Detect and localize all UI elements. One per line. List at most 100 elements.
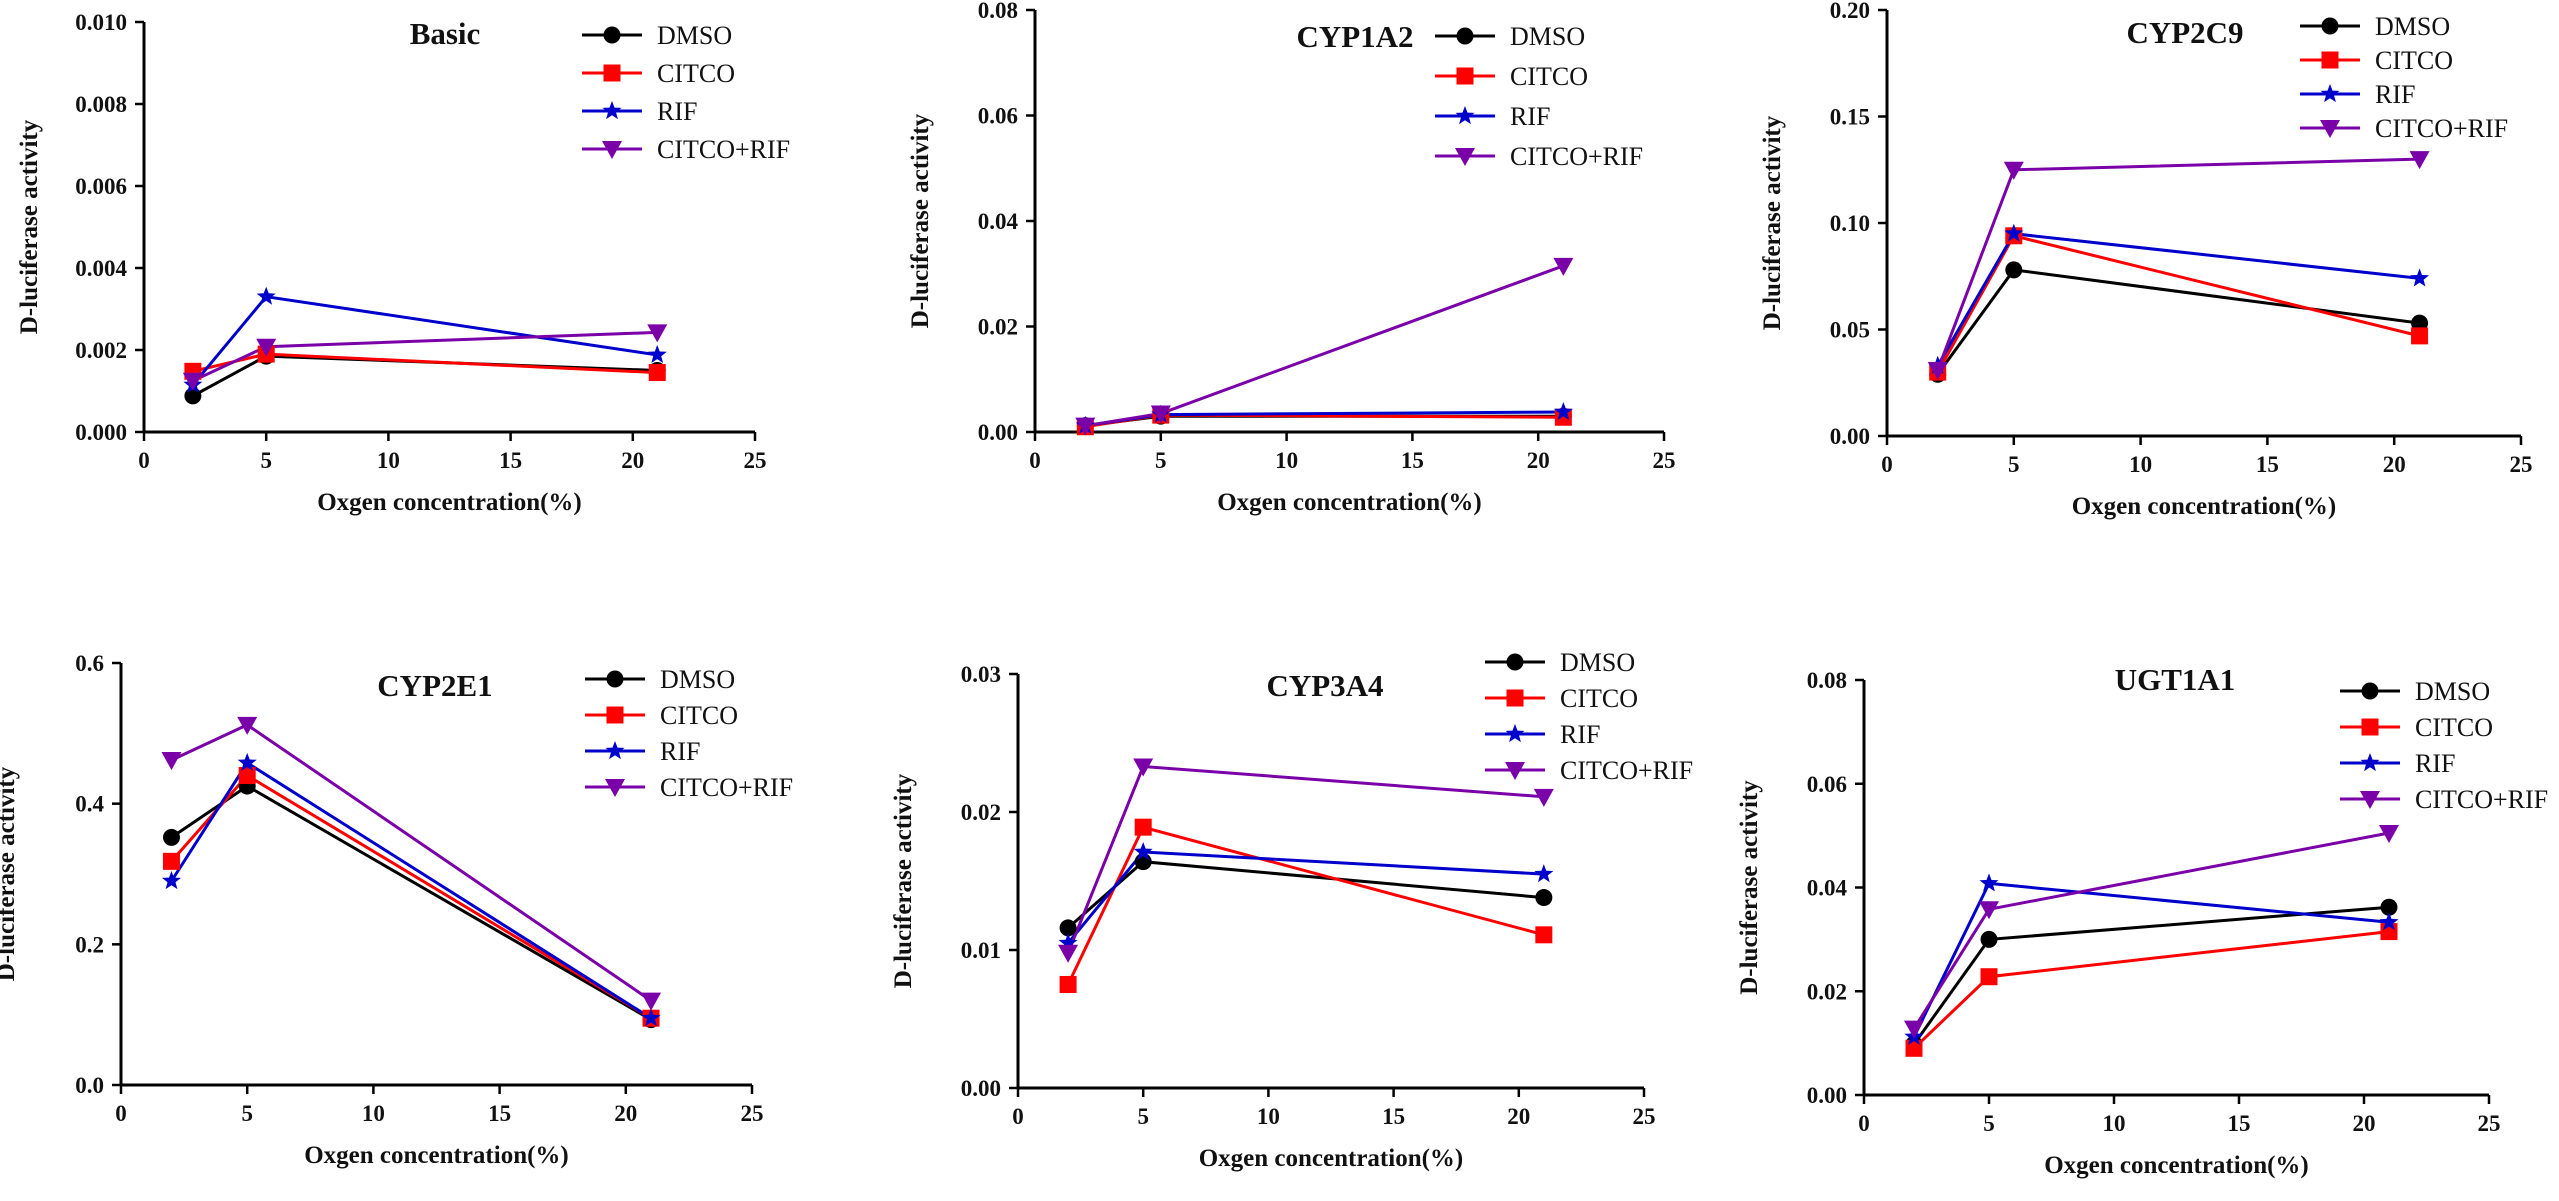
y-tick-label: 0.00 bbox=[1807, 1083, 1847, 1108]
series-line-dmso bbox=[1936, 268, 2420, 376]
x-tick-label: 5 bbox=[1137, 1104, 1149, 1129]
legend-label: DMSO bbox=[657, 21, 732, 50]
y-tick-label: 0.002 bbox=[75, 338, 127, 363]
chart-title: CYP2E1 bbox=[377, 668, 492, 703]
x-tick-label: 20 bbox=[1507, 1104, 1530, 1129]
legend-marker-icon bbox=[1506, 689, 1524, 707]
y-tick-label: 0.04 bbox=[1807, 876, 1848, 901]
data-point-citco-rif bbox=[1904, 1020, 1924, 1039]
y-tick-label: 0.01 bbox=[961, 938, 1001, 963]
x-axis-label: Oxgen concentration(%) bbox=[2072, 493, 2337, 520]
legend-marker-icon bbox=[1456, 67, 1474, 85]
legend-label: CITCO+RIF bbox=[1560, 756, 1693, 785]
legend: DMSO CITCO RIF CITCO+RIF bbox=[2300, 12, 2508, 143]
y-tick-label: 0.15 bbox=[1830, 105, 1870, 130]
y-axis-label: D-luciferase activity bbox=[890, 773, 917, 988]
legend-label: CITCO bbox=[1560, 684, 1638, 713]
data-point-citco-rif bbox=[182, 372, 203, 391]
chart-panel-basic: 0 5 10 15 20 25 0.000 0.002 0.004 0.006 0.008 0.010… bbox=[16, 10, 790, 516]
legend-label: CITCO bbox=[2375, 46, 2453, 75]
legend-label: RIF bbox=[1560, 720, 1600, 749]
data-point-citco-rif bbox=[1058, 944, 1079, 963]
legend-label: DMSO bbox=[2415, 677, 2490, 706]
legend-marker-icon bbox=[603, 26, 621, 44]
data-point-dmso bbox=[2380, 898, 2398, 916]
chart-title: CYP2C9 bbox=[2126, 15, 2243, 50]
data-point-citco-rif bbox=[1133, 758, 1154, 777]
legend-marker-icon bbox=[602, 101, 622, 120]
y-tick-label: 0.00 bbox=[978, 420, 1018, 445]
legend: DMSO CITCO RIF CITCO+RIF bbox=[2340, 677, 2548, 814]
y-tick-label: 0.20 bbox=[1830, 0, 1870, 23]
x-tick-label: 5 bbox=[241, 1101, 253, 1126]
x-axis-label: Oxgen concentration(%) bbox=[1217, 489, 1482, 516]
x-tick-label: 0 bbox=[1881, 452, 1893, 477]
x-tick-label: 10 bbox=[2103, 1111, 2126, 1136]
x-tick-label: 5 bbox=[1983, 1111, 1995, 1136]
legend-label: DMSO bbox=[2375, 12, 2450, 41]
data-point-citco bbox=[1980, 968, 1998, 986]
y-axis-label: D-luciferase activity bbox=[907, 113, 934, 328]
data-point-citco bbox=[162, 852, 180, 870]
x-tick-label: 15 bbox=[2256, 452, 2279, 477]
legend-label: CITCO bbox=[660, 701, 738, 730]
x-tick-label: 25 bbox=[741, 1101, 764, 1126]
chart-title: Basic bbox=[410, 16, 481, 51]
data-point-rif bbox=[237, 752, 257, 771]
x-axis-label: Oxgen concentration(%) bbox=[304, 1142, 569, 1169]
x-tick-label: 10 bbox=[377, 448, 400, 473]
x-tick-label: 5 bbox=[1155, 448, 1167, 473]
y-tick-label: 0.00 bbox=[1830, 424, 1870, 449]
data-point-citco bbox=[1134, 818, 1152, 836]
x-tick-label: 20 bbox=[2383, 452, 2406, 477]
x-tick-label: 0 bbox=[1858, 1111, 1870, 1136]
chart-title: CYP3A4 bbox=[1266, 668, 1383, 703]
legend-marker-icon bbox=[603, 64, 621, 82]
data-point-rif bbox=[256, 286, 276, 305]
x-tick-label: 20 bbox=[621, 448, 644, 473]
y-axis-label: D-luciferase activity bbox=[1736, 780, 1763, 995]
legend-marker-icon bbox=[2361, 718, 2379, 736]
legend-label: DMSO bbox=[1560, 648, 1635, 677]
y-tick-label: 0.08 bbox=[978, 0, 1018, 23]
x-tick-label: 5 bbox=[2008, 452, 2020, 477]
chart-title: UGT1A1 bbox=[2115, 662, 2236, 697]
y-tick-label: 0.6 bbox=[75, 651, 104, 676]
data-point-citco bbox=[648, 364, 666, 382]
x-tick-label: 25 bbox=[744, 448, 767, 473]
data-point-citco-rif bbox=[1533, 788, 1554, 807]
data-point-rif bbox=[1979, 873, 1999, 892]
legend-marker-icon bbox=[1506, 653, 1524, 671]
series-line-citco-rif bbox=[1912, 831, 2390, 1030]
y-tick-label: 0.03 bbox=[961, 662, 1001, 687]
y-axis-label: D-luciferase activity bbox=[1759, 115, 1786, 330]
legend-label: DMSO bbox=[660, 665, 735, 694]
legend-marker-icon bbox=[605, 779, 625, 797]
legend: DMSO CITCO RIF CITCO+RIF bbox=[585, 665, 793, 802]
data-point-citco-rif bbox=[1075, 417, 1096, 436]
series-line-rif bbox=[170, 760, 652, 1020]
legend-marker-icon bbox=[1505, 762, 1525, 780]
x-tick-label: 0 bbox=[115, 1101, 127, 1126]
data-point-dmso bbox=[1059, 919, 1077, 937]
legend-label: RIF bbox=[657, 97, 697, 126]
legend-marker-icon bbox=[2360, 753, 2380, 772]
legend-label: CITCO+RIF bbox=[657, 135, 790, 164]
x-tick-label: 25 bbox=[2510, 452, 2533, 477]
data-point-citco bbox=[2411, 327, 2429, 345]
y-tick-label: 0.004 bbox=[75, 256, 127, 281]
series-line-citco-rif bbox=[1085, 264, 1564, 428]
data-point-citco-rif bbox=[161, 752, 182, 771]
legend-marker-icon bbox=[2320, 84, 2340, 103]
data-point-citco-rif bbox=[256, 338, 277, 357]
chart-panel-cyp3a4: 0 5 10 15 20 25 0.00 0.01 0.02 0.03 Oxgen concentr… bbox=[890, 648, 1693, 1172]
data-point-rif bbox=[1553, 402, 1573, 420]
x-tick-label: 25 bbox=[2478, 1111, 2501, 1136]
chart-panel-cyp2c9: 0 5 10 15 20 25 0.00 0.05 0.10 0.15 0.20 Oxgen conc… bbox=[1759, 0, 2533, 520]
y-axis-label: D-luciferase activity bbox=[16, 119, 43, 334]
legend-marker-icon bbox=[1456, 27, 1474, 45]
data-point-citco-rif bbox=[641, 992, 662, 1011]
x-tick-label: 0 bbox=[1029, 448, 1041, 473]
legend-label: CITCO bbox=[2415, 713, 2493, 742]
